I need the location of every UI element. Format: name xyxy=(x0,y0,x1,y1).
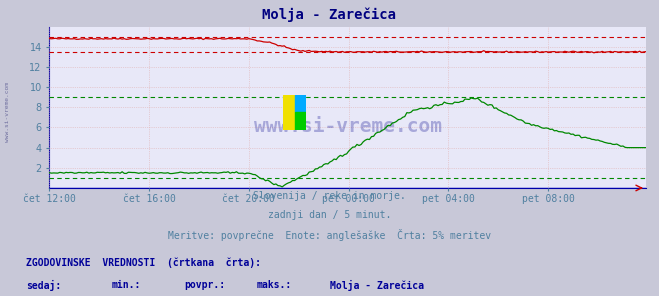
Text: Meritve: povprečne  Enote: anglešaške  Črta: 5% meritev: Meritve: povprečne Enote: anglešaške Črt… xyxy=(168,229,491,242)
Text: maks.:: maks.: xyxy=(257,280,292,290)
Text: povpr.:: povpr.: xyxy=(185,280,225,290)
Text: Slovenija / reke in morje.: Slovenija / reke in morje. xyxy=(253,191,406,201)
Text: Molja - Zarečica: Molja - Zarečica xyxy=(330,280,424,291)
Text: www.si-vreme.com: www.si-vreme.com xyxy=(254,117,442,136)
Text: www.si-vreme.com: www.si-vreme.com xyxy=(5,83,11,142)
Bar xyxy=(295,95,306,112)
Bar xyxy=(283,95,295,130)
Bar xyxy=(295,112,306,130)
Text: ZGODOVINSKE  VREDNOSTI  (črtkana  črta):: ZGODOVINSKE VREDNOSTI (črtkana črta): xyxy=(26,258,262,268)
Text: Molja - Zarečica: Molja - Zarečica xyxy=(262,7,397,22)
Text: min.:: min.: xyxy=(112,280,142,290)
Text: zadnji dan / 5 minut.: zadnji dan / 5 minut. xyxy=(268,210,391,220)
Text: sedaj:: sedaj: xyxy=(26,280,61,291)
